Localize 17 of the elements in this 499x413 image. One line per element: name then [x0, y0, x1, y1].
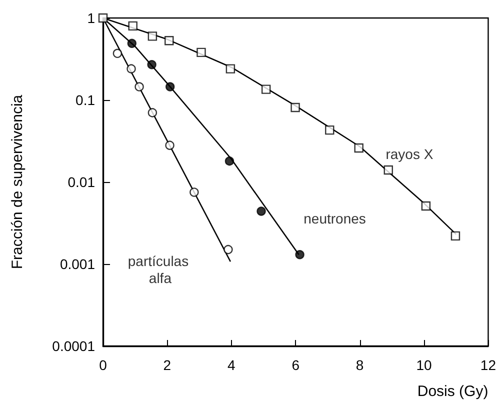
- x-axis-title: Dosis (Gy): [417, 383, 488, 400]
- series-label: rayos X: [386, 146, 434, 162]
- x-tick-label: 8: [356, 357, 364, 373]
- x-tick-label: 0: [99, 357, 108, 373]
- y-axis-title: Fracción de supervivencia: [9, 94, 26, 270]
- text: partículas alfa: [128, 253, 192, 286]
- y-tick-label: 0.0001: [52, 338, 96, 354]
- x-tick-label: 2: [163, 357, 172, 373]
- y-tick-label: 1: [87, 10, 96, 26]
- x-tick-label: 6: [292, 357, 300, 373]
- x-tick-label: 10: [416, 357, 432, 373]
- x-tick-label: 4: [228, 357, 236, 373]
- x-tick-label: 12: [480, 357, 496, 373]
- y-tick-label: 0.001: [60, 256, 96, 272]
- y-tick-label: 0.01: [68, 174, 96, 190]
- y-tick-label: 0.1: [76, 92, 96, 108]
- series-label: neutrones: [304, 210, 366, 227]
